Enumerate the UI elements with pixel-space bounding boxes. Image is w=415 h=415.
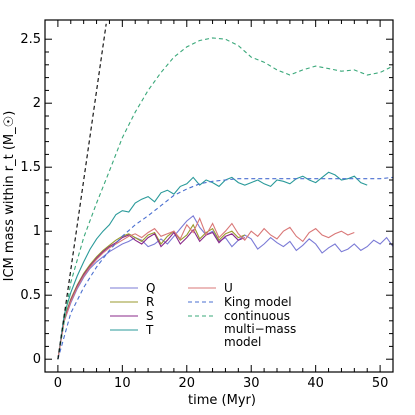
x-axis-label: time (Myr) [188, 393, 256, 408]
legend-label: S [146, 309, 154, 323]
x-tick-label: 20 [179, 376, 196, 391]
legend-label: continuous [224, 309, 290, 323]
series-line-s [57, 228, 246, 360]
legend-label: R [146, 295, 154, 309]
y-tick-label: 2.5 [20, 32, 41, 47]
tick-labels: 0 10 20 30 40 50 0 0.5 1 1.5 2 2.5 [20, 32, 388, 391]
axis-ticks [44, 20, 394, 372]
series-line-q [57, 214, 394, 360]
y-tick-label: 1.5 [20, 160, 41, 175]
series-line-t [57, 171, 368, 360]
series-line-king-model [57, 176, 394, 360]
x-tick-label: 0 [54, 376, 62, 391]
series-line-reference [57, 23, 107, 360]
y-tick-label: 0 [33, 352, 41, 367]
series-line-r [57, 223, 246, 360]
y-axis-label: ICM mass within r_t (M_☉) [2, 111, 17, 282]
x-tick-label: 40 [307, 376, 324, 391]
series-line-u [57, 216, 355, 360]
legend-label: Q [146, 281, 155, 295]
plot-lines [57, 23, 394, 360]
x-tick-label: 30 [243, 376, 260, 391]
legend-label: model [224, 335, 261, 349]
y-tick-label: 2 [33, 96, 41, 111]
legend-label: King model [224, 295, 292, 309]
plot-frame [44, 19, 394, 373]
legend-label: U [224, 281, 233, 295]
legend-label: multi−mass [224, 322, 296, 336]
x-tick-label: 50 [372, 376, 389, 391]
legend-label: T [145, 323, 154, 337]
y-tick-label: 1 [33, 224, 41, 239]
y-tick-label: 0.5 [20, 288, 41, 303]
x-tick-label: 10 [114, 376, 131, 391]
